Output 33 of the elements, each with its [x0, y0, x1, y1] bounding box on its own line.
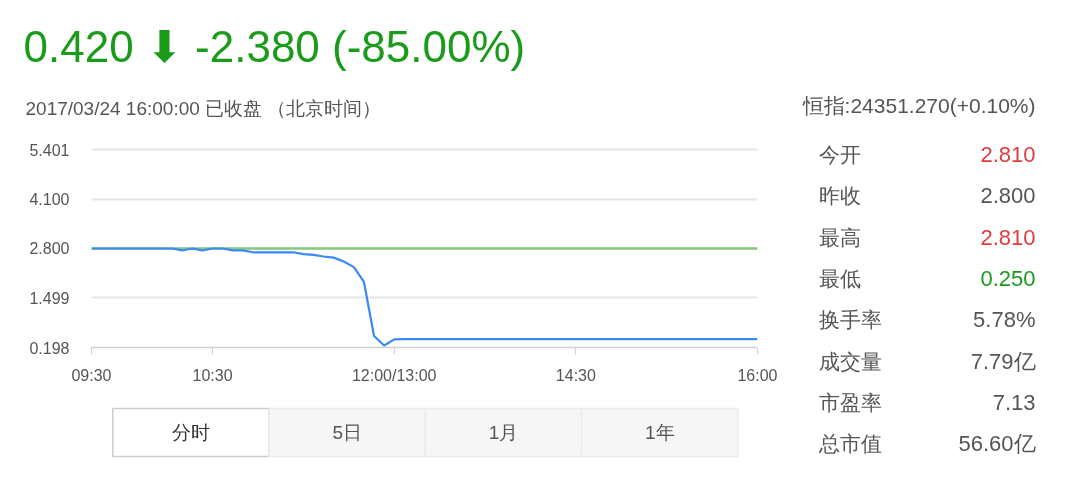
x-tick-label: 09:30 — [71, 366, 112, 384]
category-label: 成交量 — [818, 349, 882, 373]
text: 7.13 — [992, 389, 1036, 415]
x-tick-label: 10:30 — [192, 366, 233, 384]
category-label: 市盈率 — [818, 390, 882, 414]
chart-subtitle: 2017/03/24 16:00:00 已收盘 （北京时间） — [25, 97, 382, 119]
category-label: 昨收 — [818, 184, 861, 208]
category-label: 今开 — [818, 143, 861, 166]
y-tick-label: 4.100 — [29, 191, 70, 209]
x-tick-label: 16:00 — [737, 366, 778, 384]
text: 56.60亿 — [958, 431, 1036, 457]
text: 2.810 — [980, 142, 1036, 167]
text: 1年 — [644, 422, 675, 443]
text: 2.800 — [980, 183, 1036, 209]
text: 0.250 — [980, 265, 1036, 291]
text: 5.78% — [973, 307, 1036, 333]
category-label: 最高 — [818, 225, 861, 249]
category-label: 换手率 — [818, 308, 882, 332]
text: 分时 — [171, 422, 210, 443]
y-tick-label: 1.499 — [29, 289, 70, 307]
text: 5日 — [332, 422, 363, 443]
category-label: 总市值 — [817, 432, 882, 456]
y-tick-label: 0.198 — [29, 339, 70, 357]
text: 恒指:24351.270(+0.10%) — [801, 94, 1036, 117]
chart-title: 0.420 ⬇ -2.380 (-85.00%) — [23, 21, 526, 71]
y-tick-label: 5.401 — [29, 141, 70, 159]
y-tick-label: 2.800 — [29, 240, 70, 258]
x-tick-label: 12:00/13:00 — [351, 366, 437, 384]
x-tick-label: 14:30 — [555, 366, 596, 384]
text: 7.79亿 — [970, 348, 1036, 374]
text: 1月 — [488, 422, 519, 443]
text: 2.810 — [980, 224, 1036, 250]
category-label: 最低 — [818, 266, 861, 290]
